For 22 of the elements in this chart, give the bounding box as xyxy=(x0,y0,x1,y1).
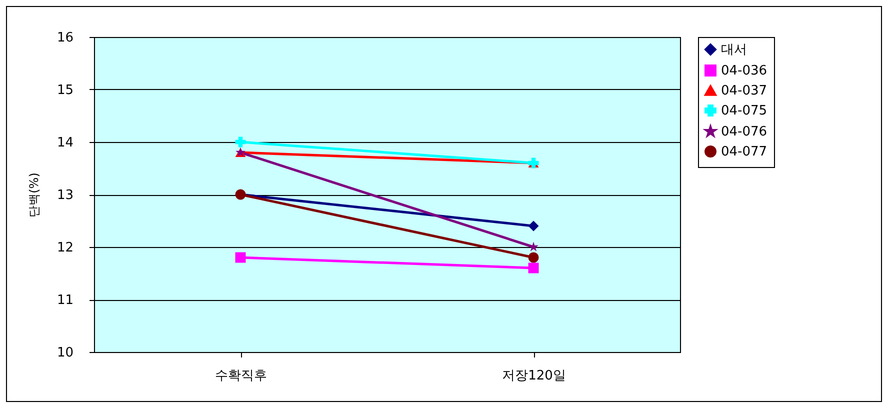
point xyxy=(528,242,538,252)
point xyxy=(235,252,246,263)
x-tick-label: 수확직후 xyxy=(215,368,267,384)
point xyxy=(528,262,539,274)
y-tick-label: 11 xyxy=(56,293,74,308)
legend-label: 04-075 xyxy=(721,104,768,118)
y-axis-title: 단백(%) xyxy=(26,172,41,218)
y-tick-label: 15 xyxy=(56,83,74,98)
point xyxy=(528,220,539,232)
y-tick-label: 16 xyxy=(56,30,74,46)
legend-label: 04-076 xyxy=(721,124,768,140)
legend-label: 04-037 xyxy=(721,84,768,98)
y-tick-label: 10 xyxy=(56,346,74,360)
y-tick-label: 12 xyxy=(56,240,74,256)
x-tick-label: 저장120일 xyxy=(502,368,566,384)
legend-label: 대서 xyxy=(721,42,747,58)
point xyxy=(528,252,539,263)
y-tick-label: 13 xyxy=(56,188,74,203)
legend-label: 04-077 xyxy=(721,144,768,160)
point xyxy=(235,136,246,148)
legend-label: 04-036 xyxy=(721,64,768,78)
y-tick-label: 14 xyxy=(56,136,74,150)
